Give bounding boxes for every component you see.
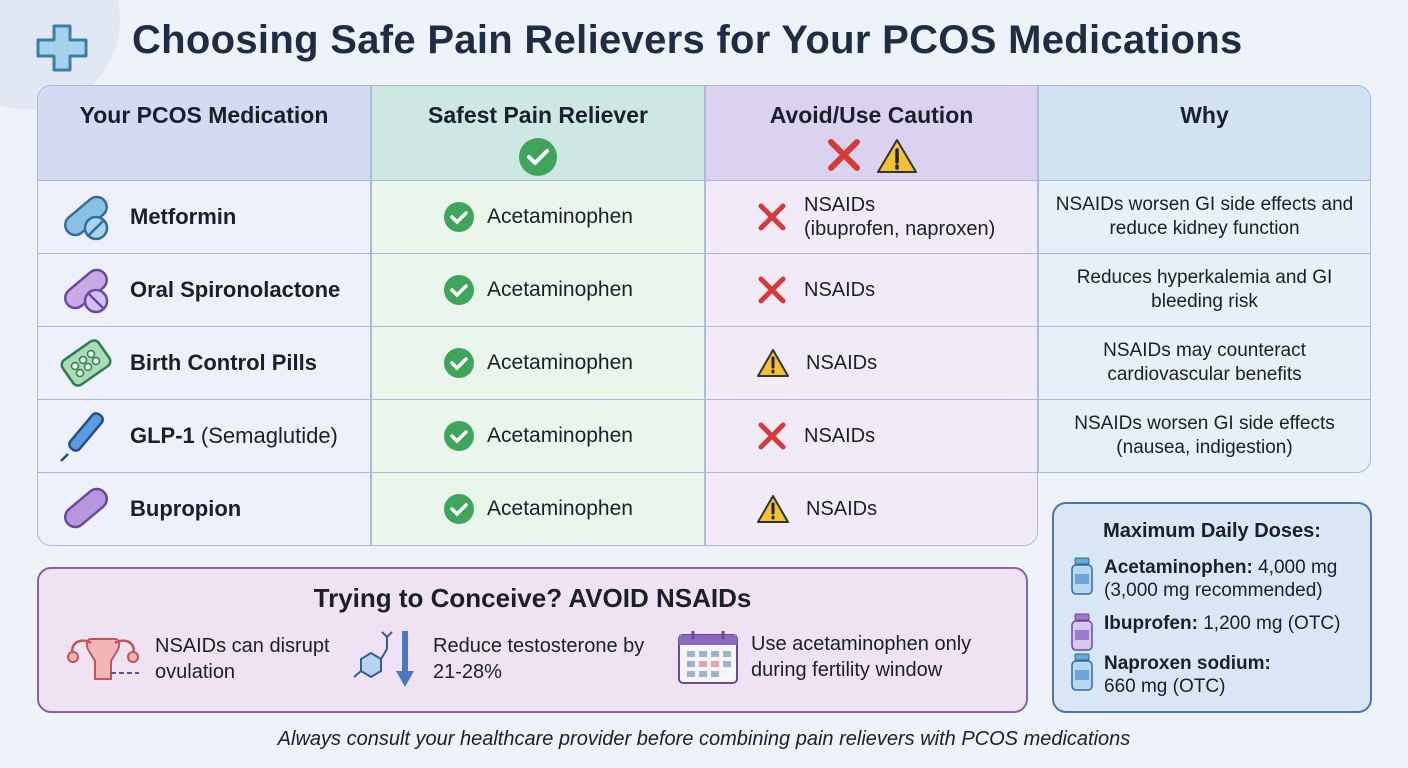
header-label: Safest Pain Reliever (428, 102, 648, 128)
medication-cell: Birth Control Pills (37, 326, 371, 400)
header-label: Your PCOS Medication (79, 102, 329, 128)
warning-icon (757, 349, 789, 377)
avoid-cell: NSAIDs (705, 253, 1038, 327)
medicine-bottle-icon (1071, 613, 1093, 651)
avoid-name: NSAIDs (804, 425, 876, 447)
doses-title: Maximum Daily Doses: (1103, 520, 1321, 542)
capsule-icon (64, 487, 108, 529)
medication-note: (Semaglutide) (200, 423, 338, 448)
injection-pen-icon (60, 412, 104, 462)
safest-name: Acetaminophen (487, 351, 633, 374)
medication-cell: Metformin (37, 180, 371, 254)
check-icon (444, 421, 475, 451)
header-avoid: Avoid/Use Caution (705, 85, 1038, 181)
x-icon (827, 139, 860, 171)
why-cell: NSAIDs worsen GI side effects and reduce… (1038, 180, 1371, 254)
dose-item: Ibuprofen: 1,200 mg (OTC) (1070, 612, 1340, 652)
conceive-text: NSAIDs can disrupt ovulation (155, 635, 330, 683)
capsule-tablet-icon (64, 268, 109, 314)
conceive-title: Trying to Conceive? AVOID NSAIDs (313, 583, 752, 613)
safest-name: Acetaminophen (487, 205, 633, 228)
medication-cell: Oral Spironolactone (37, 253, 371, 327)
medication-name: Oral Spironolactone (130, 277, 341, 302)
footer-disclaimer: Always consult your healthcare provider … (277, 728, 1131, 750)
dose-item: Naproxen sodium: 660 mg (OTC) (1070, 652, 1271, 698)
safest-name: Acetaminophen (487, 424, 633, 447)
header-label: Avoid/Use Caution (769, 102, 974, 128)
warning-icon (876, 139, 917, 173)
dose-value: 4,000 mg (1258, 557, 1338, 578)
header-label: Why (1180, 102, 1229, 128)
pill-pack-icon (60, 339, 112, 387)
medication-table: Your PCOS Medication Safest Pain Relieve… (37, 85, 1371, 546)
medical-cross-icon (36, 24, 88, 72)
check-icon (444, 494, 475, 524)
safest-name: Acetaminophen (487, 278, 633, 301)
uterus-icon (67, 638, 139, 680)
avoid-name: NSAIDs (804, 279, 876, 301)
dose-note: 660 mg (OTC) (1104, 676, 1226, 697)
medication-name: GLP-1 (130, 423, 195, 448)
check-icon (444, 202, 475, 232)
max-doses-box: Maximum Daily Doses: Acetaminophen: 4,00… (1052, 502, 1372, 713)
dose-item: Acetaminophen: 4,000 mg (3,000 mg recomme… (1070, 556, 1337, 602)
conceive-item: Use acetaminophen only during fertility … (677, 629, 1011, 685)
safest-name: Acetaminophen (487, 497, 633, 520)
dose-value: 1,200 mg (OTC) (1203, 613, 1341, 634)
testosterone-down-icon (353, 631, 414, 687)
header-why: Why (1038, 85, 1371, 181)
safest-cell: Acetaminophen (371, 399, 705, 473)
conceive-warning-box: Trying to Conceive? AVOID NSAIDs NSAIDs … (37, 567, 1028, 713)
safest-cell: Acetaminophen (371, 253, 705, 327)
safest-cell: Acetaminophen (371, 180, 705, 254)
header-medication: Your PCOS Medication (37, 85, 371, 181)
calendar-icon (678, 631, 738, 684)
medication-name: Bupropion (130, 496, 242, 521)
avoid-note: (ibuprofen, naproxen) (804, 218, 996, 240)
x-icon (758, 422, 786, 450)
x-icon (758, 203, 786, 231)
medication-name: Metformin (130, 204, 237, 229)
medicine-bottle-icon (1071, 653, 1093, 691)
conceive-text: Use acetaminophen only during fertility … (751, 633, 972, 681)
avoid-cell: NSAIDs (ibuprofen, naproxen) (705, 180, 1038, 254)
header-safest: Safest Pain Reliever (371, 85, 705, 181)
avoid-cell: NSAIDs (705, 326, 1038, 400)
dose-name: Acetaminophen: (1104, 557, 1253, 578)
page-title: Choosing Safe Pain Relievers for Your PC… (132, 18, 1243, 62)
dose-note: (3,000 mg recommended) (1104, 580, 1323, 601)
conceive-text: Reduce testosterone by 21-28% (433, 635, 645, 683)
avoid-name: NSAIDs (806, 352, 878, 374)
safest-cell: Acetaminophen (371, 326, 705, 400)
why-cell: NSAIDs worsen GI side effects (nausea, i… (1038, 399, 1371, 473)
avoid-cell: NSAIDs (705, 472, 1038, 546)
medication-cell: GLP-1 (Semaglutide) (37, 399, 371, 473)
dose-name: Naproxen sodium: (1104, 653, 1271, 674)
check-icon (444, 275, 475, 305)
check-icon (444, 348, 475, 378)
medicine-bottle-icon (1071, 557, 1093, 595)
conceive-item: Reduce testosterone by 21-28% (351, 629, 653, 689)
dose-name: Ibuprofen: (1104, 613, 1198, 634)
conceive-item: NSAIDs can disrupt ovulation (63, 629, 335, 689)
avoid-name: NSAIDs (806, 498, 878, 520)
x-icon (758, 276, 786, 304)
why-cell: Reduces hyperkalemia and GI bleeding ris… (1038, 253, 1371, 327)
medication-name: Birth Control Pills (130, 350, 317, 375)
avoid-cell: NSAIDs (705, 399, 1038, 473)
check-icon (519, 138, 557, 176)
capsule-tablet-icon (64, 195, 109, 241)
why-cell: NSAIDs may counteract cardiovascular ben… (1038, 326, 1371, 400)
avoid-name: NSAIDs (804, 194, 876, 216)
safest-cell: Acetaminophen (371, 472, 705, 546)
warning-icon (757, 495, 789, 523)
medication-cell: Bupropion (37, 472, 371, 546)
